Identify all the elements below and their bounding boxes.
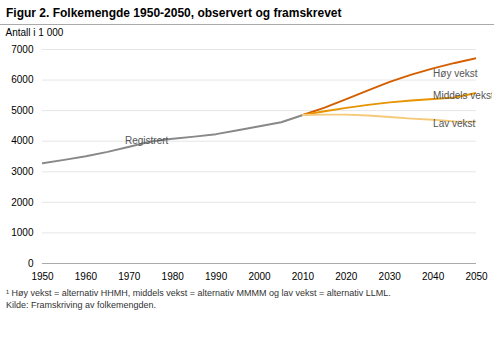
- svg-text:5000: 5000: [11, 105, 34, 116]
- svg-text:2030: 2030: [379, 271, 402, 282]
- html-text:¹ Høy vekst = alternativ HHMH,: ¹ Høy vekst = alternativ HHMH, middels v…: [6, 288, 391, 298]
- svg-text:7000: 7000: [11, 44, 34, 55]
- html-text:Kilde: Framskriving av folkeme: Kilde: Framskriving av folkemengden.: [6, 300, 157, 310]
- svg-text:4000: 4000: [11, 135, 34, 146]
- svg-text:1970: 1970: [118, 271, 141, 282]
- svg-text:2000: 2000: [248, 271, 271, 282]
- svg-text:2010: 2010: [292, 271, 315, 282]
- svg-text:2040: 2040: [422, 271, 445, 282]
- svg-text:1960: 1960: [75, 271, 98, 282]
- svg-text:0: 0: [28, 258, 34, 269]
- html-text:Figur 2. Folkemengde 1950-2050: Figur 2. Folkemengde 1950-2050, observer…: [6, 6, 342, 20]
- svg-text:2020: 2020: [335, 271, 358, 282]
- svg-text:Høy vekst: Høy vekst: [433, 68, 478, 79]
- svg-text:3000: 3000: [11, 166, 34, 177]
- svg-text:2000: 2000: [11, 197, 34, 208]
- svg-text:1000: 1000: [11, 227, 34, 238]
- svg-text:1990: 1990: [205, 271, 228, 282]
- svg-text:1980: 1980: [162, 271, 185, 282]
- svg-text:Antall i 1 000: Antall i 1 000: [6, 27, 64, 38]
- svg-text:Middels vekst: Middels vekst: [433, 90, 492, 101]
- svg-text:1950: 1950: [31, 271, 54, 282]
- svg-text:Lav vekst: Lav vekst: [433, 118, 475, 129]
- svg-text:Registrert: Registrert: [125, 135, 169, 146]
- svg-text:2050: 2050: [465, 271, 488, 282]
- svg-text:6000: 6000: [11, 74, 34, 85]
